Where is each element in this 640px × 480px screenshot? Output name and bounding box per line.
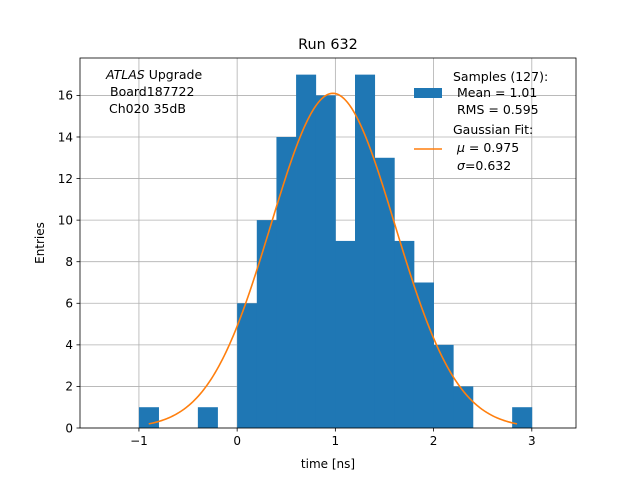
y-axis-label: Entries (33, 222, 47, 264)
histogram-bar (394, 240, 415, 428)
plot-frame (79, 57, 577, 429)
y-tick-label: 0 (65, 421, 73, 435)
x-axis-ticks: −1 0 1 2 3 (130, 428, 536, 448)
x-tick-label: 1 (332, 434, 340, 448)
y-tick-label: 12 (58, 172, 73, 186)
y-tick-label: 10 (58, 213, 73, 227)
gaussian-fit (148, 92, 518, 425)
annotation-line-1: ATLAS Upgrade (105, 67, 202, 82)
annotation-board: Board187722 (110, 84, 194, 99)
legend: Samples (127): Mean = 1.01 RMS = 0.595 G… (414, 69, 548, 173)
legend-samples-mean: Mean = 1.01 (457, 85, 537, 100)
legend-samples-rms: RMS = 0.595 (457, 102, 539, 117)
y-tick-label: 4 (65, 338, 73, 352)
histogram-bar (453, 386, 474, 428)
y-tick-label: 14 (58, 130, 73, 144)
run-annotation: ATLAS Upgrade Board187722 Ch020 35dB (105, 67, 202, 116)
legend-mu-value: = 0.975 (465, 140, 519, 155)
annotation-channel: Ch020 35dB (109, 101, 186, 116)
legend-mu-symbol: μ (456, 140, 465, 155)
y-tick-label: 6 (65, 297, 73, 311)
y-tick-label: 16 (58, 89, 73, 103)
histogram-bar (355, 74, 376, 428)
histogram-bar (433, 344, 454, 428)
histogram-bar (315, 95, 336, 428)
legend-fit-title: Gaussian Fit: (453, 122, 533, 137)
x-tick-label: 2 (430, 434, 438, 448)
y-tick-label: 2 (65, 380, 73, 394)
x-axis-label: time [ns] (301, 457, 355, 471)
chart-title: Run 632 (298, 37, 358, 53)
histogram-bar (237, 303, 258, 428)
x-tick-label: −1 (130, 434, 148, 448)
legend-fit-sigma: σ=0.632 (457, 158, 511, 173)
histogram-bar (296, 74, 317, 428)
legend-samples-title: Samples (127): (453, 69, 548, 84)
legend-fit-mu: μ = 0.975 (456, 140, 519, 155)
histogram-bar (276, 136, 297, 428)
legend-sigma-symbol: σ (457, 158, 466, 173)
x-tick-label: 0 (233, 434, 241, 448)
y-tick-label: 8 (65, 255, 73, 269)
histogram-bar (197, 407, 218, 428)
legend-sigma-value: =0.632 (465, 158, 511, 173)
histogram-bar (413, 282, 434, 428)
histogram-bar (335, 240, 356, 428)
gaussian-fit-curve (148, 92, 518, 425)
y-axis-ticks: 0 2 4 6 8 10 12 14 16 (58, 89, 80, 435)
annotation-experiment: ATLAS (105, 67, 145, 82)
x-tick-label: 3 (528, 434, 536, 448)
legend-histogram-swatch (414, 88, 442, 98)
histogram-bar (512, 407, 533, 428)
annotation-experiment-suffix: Upgrade (145, 67, 203, 82)
histogram-bar (374, 157, 395, 429)
histogram-bar (256, 220, 277, 428)
histogram-bar (138, 407, 159, 428)
histogram-bars (138, 74, 533, 429)
